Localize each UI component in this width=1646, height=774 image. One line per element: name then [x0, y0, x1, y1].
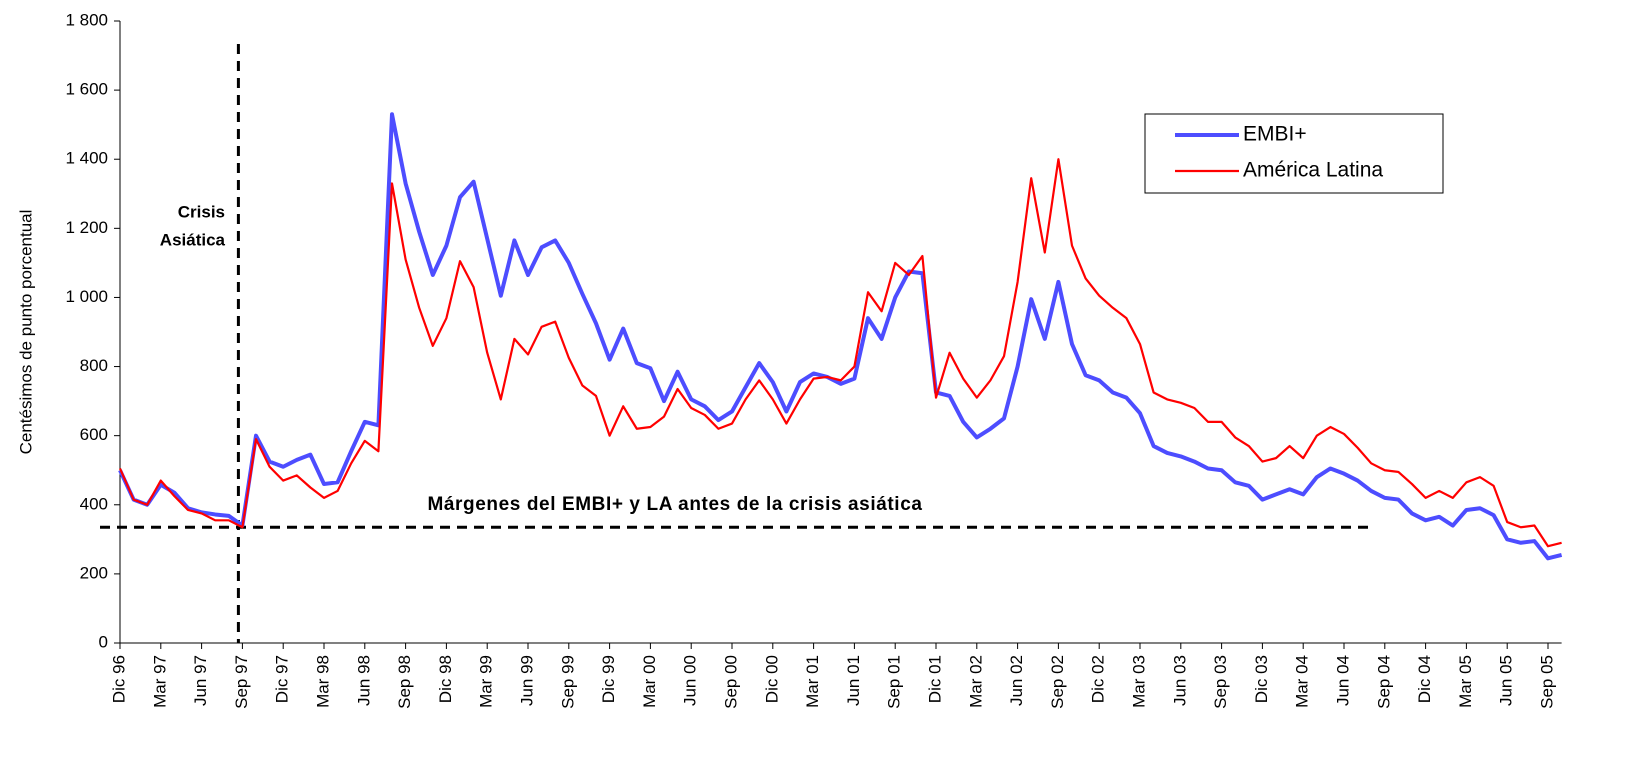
x-tick-label: Sep 04: [1374, 655, 1393, 709]
x-tick-label: Dic 04: [1415, 655, 1434, 703]
x-tick-label: Jun 02: [1007, 655, 1026, 706]
x-tick-label: Jun 03: [1170, 655, 1189, 706]
x-tick-label: Mar 98: [313, 655, 332, 708]
x-tick-label: Dic 98: [436, 655, 455, 703]
x-tick-label: Sep 05: [1537, 655, 1556, 709]
x-tick-label: Sep 00: [721, 655, 740, 709]
annotation: Crisis: [178, 202, 225, 221]
x-tick-label: Jun 01: [844, 655, 863, 706]
x-tick-label: Dic 00: [762, 655, 781, 703]
y-tick-label: 1 800: [65, 10, 108, 29]
y-tick-label: 600: [80, 425, 108, 444]
x-tick-label: Mar 01: [803, 655, 822, 708]
y-tick-label: 200: [80, 563, 108, 582]
legend-box: [1144, 113, 1444, 194]
y-tick-label: 800: [80, 356, 108, 375]
series-line: [118, 158, 1562, 548]
x-tick-label: Sep 98: [395, 655, 414, 709]
x-tick-label: Dic 01: [925, 655, 944, 703]
x-tick-label: Dic 99: [599, 655, 618, 703]
y-tick-label: 1 200: [65, 218, 108, 237]
y-tick-label: 1 400: [65, 149, 108, 168]
x-tick-label: Dic 96: [109, 655, 128, 703]
x-tick-label: Jun 99: [517, 655, 536, 706]
x-tick-label: Mar 99: [477, 655, 496, 708]
x-tick-label: Sep 97: [232, 655, 251, 709]
legend-label: América Latina: [1243, 159, 1383, 182]
x-tick-label: Mar 03: [1129, 655, 1148, 708]
x-tick-label: Dic 97: [273, 655, 292, 703]
x-tick-label: Sep 01: [885, 655, 904, 709]
x-tick-label: Jun 98: [354, 655, 373, 706]
series-line: [118, 112, 1563, 561]
x-tick-label: Jun 97: [191, 655, 210, 706]
y-axis-label: Centésimos de punto porcentual: [16, 210, 35, 455]
x-tick-label: Dic 03: [1252, 655, 1271, 703]
y-tick-label: 0: [99, 632, 108, 651]
x-tick-label: Sep 02: [1048, 655, 1067, 709]
x-tick-label: Sep 99: [558, 655, 577, 709]
x-tick-label: Dic 02: [1089, 655, 1108, 703]
x-tick-label: Jun 04: [1333, 655, 1352, 706]
x-tick-label: Mar 00: [640, 655, 659, 708]
legend-label: EMBI+: [1243, 123, 1307, 146]
x-tick-label: Mar 97: [150, 655, 169, 708]
x-tick-label: Sep 03: [1211, 655, 1230, 709]
x-tick-label: Jun 05: [1497, 655, 1516, 706]
x-tick-label: Jun 00: [681, 655, 700, 706]
annotation: Asiática: [160, 230, 226, 249]
x-tick-label: Mar 02: [966, 655, 985, 708]
x-tick-label: Mar 05: [1456, 655, 1475, 708]
y-tick-label: 1 000: [65, 287, 108, 306]
annotation: Márgenes del EMBI+ y LA antes de la cris…: [427, 494, 922, 515]
y-tick-label: 1 600: [65, 80, 108, 99]
x-tick-label: Mar 04: [1293, 655, 1312, 708]
y-tick-label: 400: [80, 494, 108, 513]
